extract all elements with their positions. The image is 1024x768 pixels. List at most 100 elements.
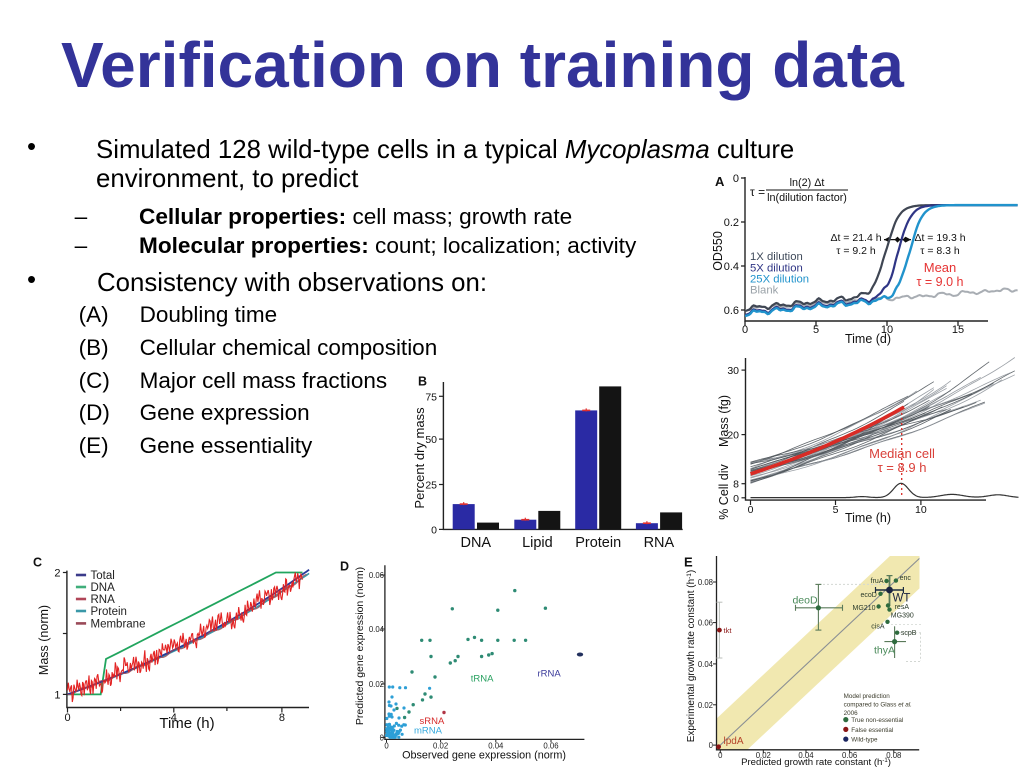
svg-text:τ =: τ = [750, 185, 765, 199]
svg-text:DNA: DNA [460, 535, 491, 551]
svg-text:τ = 8.9 h: τ = 8.9 h [878, 460, 927, 475]
svg-text:% Cell div: % Cell div [717, 463, 731, 519]
svg-text:Time (d): Time (d) [845, 332, 891, 346]
svg-text:Percent dry mass: Percent dry mass [412, 407, 427, 509]
svg-text:Median cell: Median cell [869, 446, 935, 461]
svg-text:rRNA: rRNA [538, 669, 562, 680]
svg-text:0: 0 [733, 493, 739, 505]
svg-text:Predicted growth rate constant: Predicted growth rate constant (h-1) [741, 757, 891, 768]
svg-text:ln(2) Δt: ln(2) Δt [790, 177, 825, 189]
svg-text:cisA: cisA [871, 624, 885, 631]
svg-text:Δt = 19.3 h: Δt = 19.3 h [914, 232, 965, 244]
svg-text:0.02: 0.02 [369, 680, 384, 689]
svg-text:B: B [418, 375, 427, 389]
svg-text:True non-essential: True non-essential [851, 717, 903, 724]
svg-text:Total: Total [91, 570, 115, 582]
svg-text:Protein: Protein [575, 535, 621, 551]
svg-text:mRNA: mRNA [414, 726, 443, 737]
svg-text:Membrane: Membrane [91, 618, 146, 630]
svg-text:0.06: 0.06 [842, 751, 857, 760]
svg-text:5: 5 [813, 324, 819, 336]
svg-text:τ = 9.0 h: τ = 9.0 h [917, 275, 964, 289]
svg-text:0: 0 [384, 742, 389, 751]
svg-text:tkt: tkt [724, 626, 733, 635]
svg-text:25X dilution: 25X dilution [750, 274, 809, 286]
svg-text:0: 0 [64, 712, 70, 724]
svg-text:MG210: MG210 [853, 605, 876, 612]
svg-text:75: 75 [425, 391, 437, 403]
svg-text:10: 10 [915, 504, 927, 516]
svg-text:5X dilution: 5X dilution [750, 262, 803, 274]
svg-text:20: 20 [727, 430, 739, 442]
svg-text:2: 2 [54, 568, 60, 580]
svg-text:WT: WT [893, 593, 911, 605]
svg-text:deoD: deoD [792, 595, 818, 607]
svg-text:Time (h): Time (h) [845, 511, 891, 525]
svg-text:Time (h): Time (h) [159, 715, 214, 732]
svg-text:0: 0 [733, 173, 739, 185]
svg-text:Mean: Mean [924, 260, 957, 275]
svg-text:0.04: 0.04 [488, 742, 504, 751]
svg-text:0.08: 0.08 [886, 751, 901, 760]
svg-text:5: 5 [833, 504, 839, 516]
svg-text:scpB: scpB [901, 630, 917, 637]
svg-text:1X dilution: 1X dilution [750, 251, 803, 263]
svg-text:compared to Glass et al.: compared to Glass et al. [844, 701, 912, 708]
svg-text:τ = 9.2 h: τ = 9.2 h [836, 245, 876, 257]
svg-text:Protein: Protein [91, 606, 127, 618]
svg-text:10: 10 [881, 324, 893, 336]
svg-text:Observed gene expression (norm: Observed gene expression (norm) [402, 750, 566, 762]
svg-text:resA: resA [895, 604, 910, 611]
svg-text:E: E [684, 555, 693, 570]
svg-text:Δt = 21.4 h: Δt = 21.4 h [830, 232, 881, 244]
svg-text:RNA: RNA [644, 535, 675, 551]
svg-text:1: 1 [54, 689, 60, 701]
svg-text:0.06: 0.06 [698, 619, 713, 628]
svg-text:30: 30 [727, 365, 739, 377]
svg-text:0: 0 [380, 733, 385, 742]
svg-text:0.02: 0.02 [698, 701, 713, 710]
svg-text:Mass (norm): Mass (norm) [37, 605, 51, 675]
svg-text:0.04: 0.04 [369, 625, 385, 634]
svg-text:sRNA: sRNA [420, 716, 445, 727]
svg-text:0.08: 0.08 [698, 578, 713, 587]
svg-text:8: 8 [733, 479, 739, 491]
svg-text:15: 15 [952, 324, 964, 336]
svg-text:50: 50 [425, 434, 437, 446]
svg-text:4: 4 [171, 712, 177, 724]
svg-text:C: C [33, 556, 42, 570]
svg-text:RNA: RNA [91, 594, 116, 606]
svg-text:0.06: 0.06 [369, 571, 384, 580]
svg-text:Wild-type: Wild-type [851, 737, 878, 744]
svg-text:0.04: 0.04 [698, 660, 714, 669]
svg-text:2006: 2006 [844, 710, 859, 717]
svg-text:0.04: 0.04 [798, 751, 814, 760]
svg-text:τ = 8.3 h: τ = 8.3 h [920, 245, 960, 257]
svg-text:enc: enc [900, 575, 912, 582]
svg-text:Lipid: Lipid [522, 535, 553, 551]
svg-text:fruA: fruA [871, 578, 884, 585]
svg-text:0: 0 [709, 741, 714, 750]
svg-text:MG390: MG390 [891, 613, 914, 620]
svg-text:False essential: False essential [851, 727, 893, 734]
svg-text:lpdA: lpdA [724, 736, 744, 747]
svg-text:A: A [715, 174, 725, 189]
svg-text:Predicted gene expression (nor: Predicted gene expression (norm) [354, 567, 366, 725]
svg-text:Blank: Blank [750, 284, 779, 296]
svg-text:0.2: 0.2 [724, 217, 739, 229]
svg-text:8: 8 [279, 712, 285, 724]
svg-text:0.6: 0.6 [724, 305, 739, 317]
svg-text:OD550: OD550 [711, 231, 725, 271]
svg-text:0: 0 [742, 324, 748, 336]
svg-text:0.02: 0.02 [756, 751, 771, 760]
svg-text:0.02: 0.02 [433, 742, 448, 751]
svg-text:ecoD: ecoD [860, 592, 876, 599]
svg-text:ln(dilution factor): ln(dilution factor) [767, 192, 847, 204]
svg-text:25: 25 [425, 480, 437, 492]
svg-text:0: 0 [748, 504, 754, 516]
svg-text:Model prediction: Model prediction [844, 693, 891, 700]
svg-text:Experimental growth rate const: Experimental growth rate constant (h-1) [686, 570, 697, 743]
svg-text:0.4: 0.4 [724, 261, 739, 273]
svg-text:Mass (fg): Mass (fg) [717, 395, 731, 447]
svg-text:thyA: thyA [874, 645, 895, 657]
